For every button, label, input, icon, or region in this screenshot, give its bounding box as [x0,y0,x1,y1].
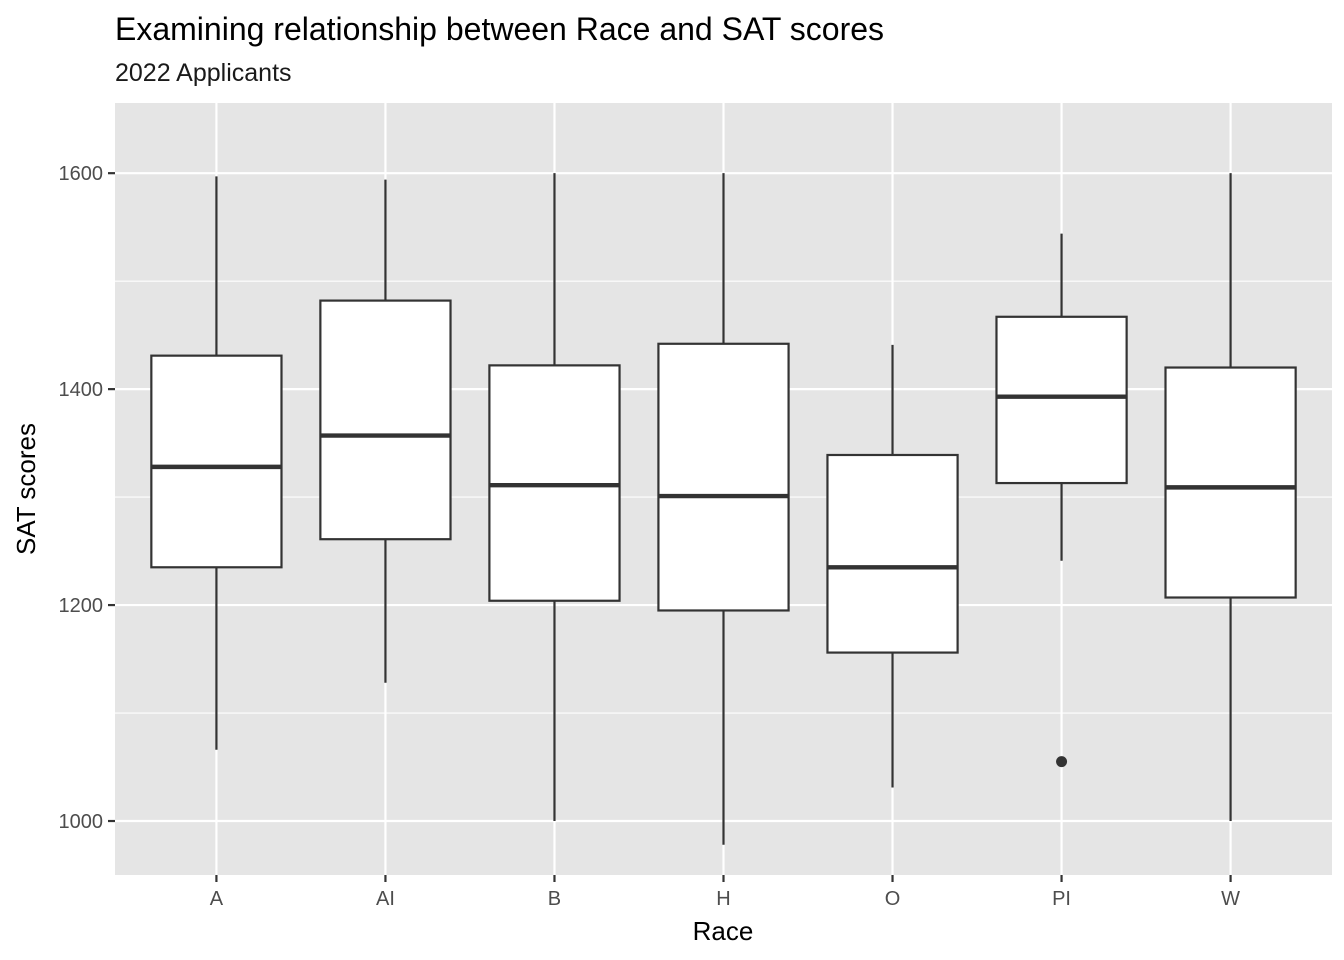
box-h [657,173,790,845]
x-tick-label: W [1221,888,1240,910]
x-tick-label: B [548,888,561,910]
interquartile-box [657,342,790,612]
box-series [150,173,1297,845]
box-ai [319,179,452,683]
box-b [488,173,621,822]
y-tick-label: 1200 [59,595,104,617]
interquartile-box [319,299,452,541]
x-tick-label: H [716,888,730,910]
outlier-point [1056,756,1068,768]
box-a [150,176,283,750]
interquartile-box [1164,366,1297,599]
y-tick-label: 1600 [59,163,104,185]
interquartile-box [826,453,959,654]
x-tick-label: AI [376,888,395,910]
x-tick-label: O [885,888,901,910]
y-tick-label: 1400 [59,379,104,401]
y-axis-title: SAT scores [11,423,41,555]
chart-title: Examining relationship between Race and … [115,11,884,47]
x-tick-label: A [210,888,224,910]
y-tick-label: 1000 [59,811,104,833]
box-w [1164,173,1297,822]
interquartile-box [150,354,283,569]
chart-subtitle: 2022 Applicants [115,59,292,87]
box-o [826,344,959,788]
y-axis: 1000 1200 1400 1600 [59,163,115,833]
x-axis: A AI B H O PI W [210,875,1240,910]
x-axis-title: Race [693,916,754,946]
x-tick-label: PI [1052,888,1071,910]
interquartile-box [995,315,1128,485]
box-pi [995,233,1128,768]
